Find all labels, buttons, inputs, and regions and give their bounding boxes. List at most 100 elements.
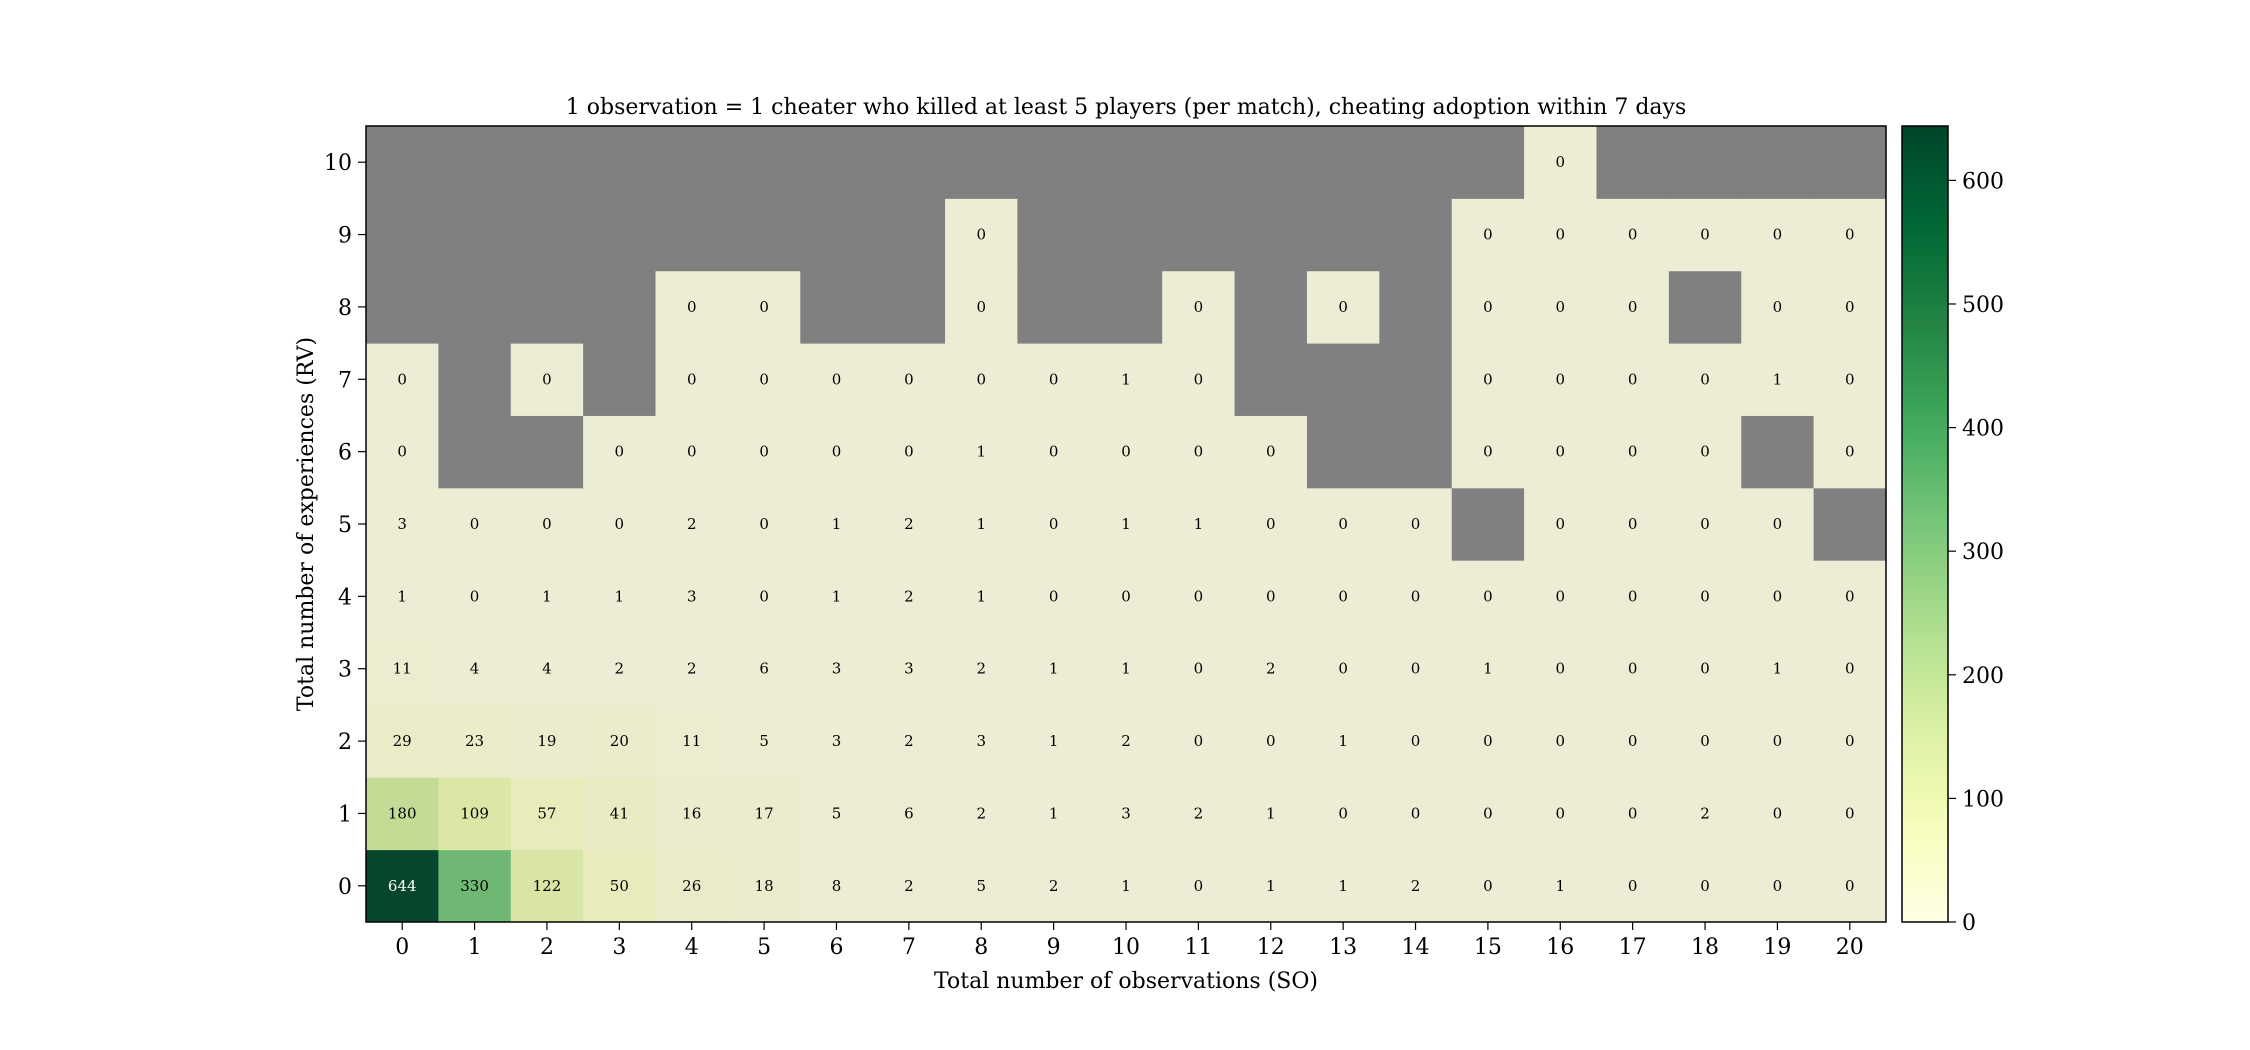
cell-value-label: 2	[1411, 877, 1421, 895]
cell-value-label: 4	[470, 660, 480, 678]
heatmap-cell	[1017, 343, 1091, 416]
cell-value-label: 0	[1700, 443, 1710, 461]
heatmap-cell	[1668, 560, 1742, 634]
heatmap-cell	[655, 704, 729, 778]
heatmap-cell	[1524, 849, 1597, 923]
heatmap-cell	[1089, 343, 1163, 416]
cell-value-label: 0	[1773, 587, 1783, 605]
heatmap-cell	[1234, 560, 1308, 634]
y-tick-label: 1	[338, 802, 352, 827]
y-tick-label: 5	[338, 513, 352, 538]
heatmap-cell	[1741, 343, 1815, 416]
cell-value-label: 19	[537, 732, 556, 750]
cell-value-label: 1	[1121, 660, 1131, 678]
y-axis-ticks: 0 1 2 3 4 5 6 7 8 9 10	[324, 151, 366, 900]
y-tick-label: 10	[324, 151, 352, 176]
colorbar-tick-label: 600	[1962, 169, 2004, 194]
heatmap-cell	[1596, 560, 1670, 634]
cell-value-label: 3	[832, 660, 842, 678]
cell-value-label: 0	[687, 370, 697, 388]
cell-value-label: 17	[755, 804, 774, 822]
heatmap-cell	[510, 849, 584, 923]
heatmap-cell	[438, 849, 512, 923]
cell-value-label: 0	[1845, 443, 1855, 461]
cell-value-label: 0	[1338, 660, 1348, 678]
cell-value-label: 180	[388, 804, 417, 822]
cell-value-label: 3	[904, 660, 914, 678]
x-tick-label: 7	[902, 935, 916, 960]
y-tick-label: 2	[338, 730, 352, 755]
cell-value-label: 0	[1700, 370, 1710, 388]
heatmap-cell	[1741, 849, 1815, 923]
heatmap-cell	[727, 415, 801, 489]
heatmap-cell	[1162, 632, 1236, 706]
cell-value-label: 0	[1628, 298, 1638, 316]
cell-value-label: 8	[832, 877, 842, 895]
heatmap-cell	[366, 343, 439, 416]
heatmap-cell	[583, 126, 657, 199]
heatmap-cell	[727, 198, 801, 272]
heatmap-cell	[1741, 415, 1815, 489]
heatmap-cell	[1451, 487, 1525, 561]
cell-value-label: 0	[1556, 153, 1566, 171]
cell-value-label: 0	[1556, 587, 1566, 605]
cell-value-label: 0	[1700, 732, 1710, 750]
heatmap-cell	[1596, 198, 1670, 272]
heatmap-cell	[1596, 632, 1670, 706]
heatmap-cell	[800, 560, 874, 634]
heatmap-cell	[1524, 198, 1597, 272]
cell-value-label: 0	[1700, 660, 1710, 678]
heatmap-cell	[1524, 270, 1597, 344]
heatmap-cell	[1306, 126, 1380, 199]
heatmap-cell	[438, 415, 512, 489]
heatmap-cell	[1596, 777, 1670, 851]
heatmap-cell	[1596, 704, 1670, 778]
heatmap-cell	[1234, 415, 1308, 489]
heatmap-cell	[1741, 777, 1815, 851]
heatmap-cell	[1306, 777, 1380, 851]
cell-value-label: 0	[615, 515, 625, 533]
heatmap-cell	[800, 777, 874, 851]
y-tick-label: 0	[338, 875, 352, 900]
heatmap-cell	[1234, 777, 1308, 851]
heatmap-cell	[1813, 270, 1887, 344]
cell-value-label: 0	[1483, 298, 1493, 316]
heatmap-cell	[1017, 704, 1091, 778]
heatmap-cell	[945, 849, 1018, 923]
heatmap-cell	[945, 487, 1018, 561]
heatmap-cell	[510, 632, 584, 706]
cell-value-label: 0	[976, 298, 986, 316]
heatmap-cell	[1306, 632, 1380, 706]
cell-value-label: 2	[1121, 732, 1131, 750]
x-tick-label: 0	[395, 935, 409, 960]
heatmap-cell	[1813, 487, 1887, 561]
x-tick-label: 2	[540, 935, 554, 960]
cell-value-label: 0	[1194, 877, 1204, 895]
y-tick-label: 7	[338, 368, 352, 393]
heatmap-cell	[1524, 632, 1597, 706]
cell-value-label: 1	[976, 443, 986, 461]
cell-value-label: 6	[904, 804, 914, 822]
cell-value-label: 0	[1628, 660, 1638, 678]
heatmap-cell	[510, 777, 584, 851]
heatmap-cell	[1162, 704, 1236, 778]
heatmap-cell	[1089, 415, 1163, 489]
cell-value-label: 0	[1121, 587, 1131, 605]
heatmap-cell	[1451, 560, 1525, 634]
cell-value-label: 2	[976, 660, 986, 678]
heatmap-cell	[727, 270, 801, 344]
heatmap-cell	[727, 560, 801, 634]
heatmap-cell	[1524, 777, 1597, 851]
heatmap-cell	[727, 343, 801, 416]
heatmap-cell	[1089, 849, 1163, 923]
heatmap-cell	[872, 849, 946, 923]
heatmap-cell	[510, 343, 584, 416]
heatmap-cell	[1741, 126, 1815, 199]
heatmap-cell	[872, 560, 946, 634]
heatmap-cell	[872, 487, 946, 561]
heatmap-cell	[1813, 560, 1887, 634]
heatmap-cell	[1017, 198, 1091, 272]
heatmap-cell	[1813, 198, 1887, 272]
cell-value-label: 0	[1483, 370, 1493, 388]
colorbar-tick-label: 200	[1962, 664, 2004, 689]
